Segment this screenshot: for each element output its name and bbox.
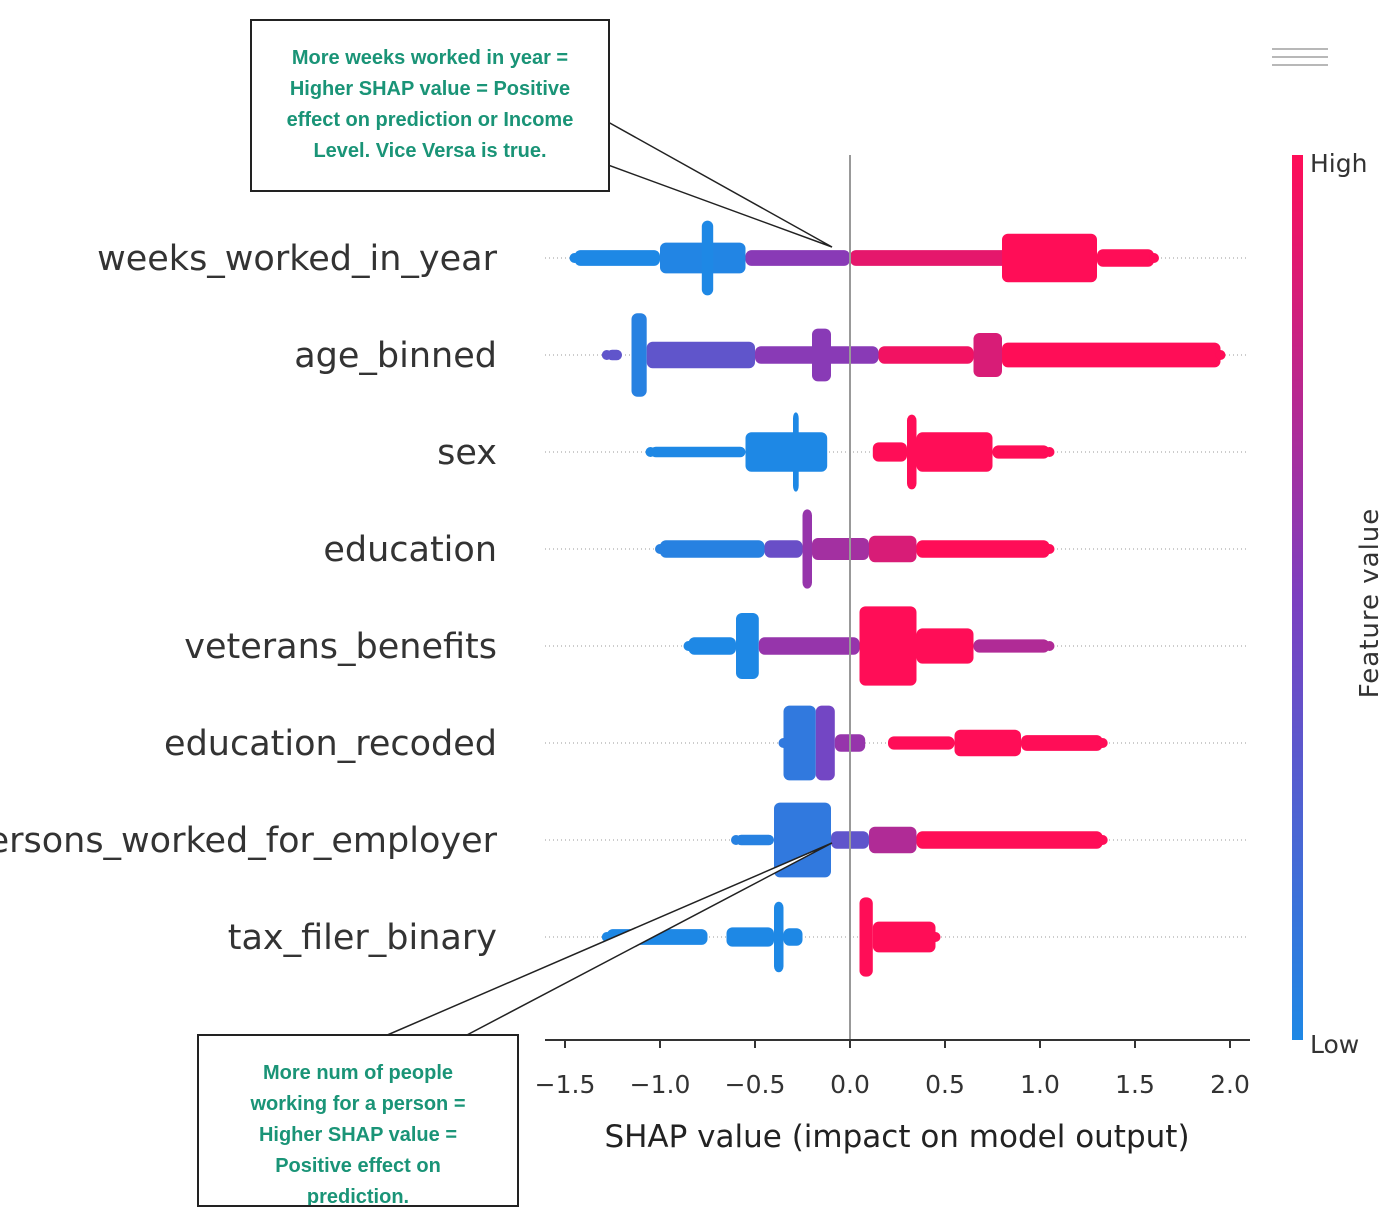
feature-label: weeks_worked_in_year (97, 239, 497, 279)
x-tick-label: 1.5 (1115, 1070, 1155, 1099)
colorbar-title: Feature value (1355, 508, 1385, 699)
x-tick-label: 0.0 (830, 1070, 870, 1099)
colorbar (1292, 155, 1303, 1040)
shap-point-cluster (1097, 249, 1154, 267)
x-tick-label: −0.5 (725, 1070, 786, 1099)
shap-point-cluster (793, 412, 799, 492)
shap-point-cluster (745, 432, 828, 472)
shap-point-cluster (954, 729, 1021, 757)
menu-icon[interactable] (1272, 48, 1328, 68)
shap-point (1097, 738, 1108, 748)
feature-row-education_recoded: education_recoded (164, 705, 1248, 781)
shap-point-cluster (701, 220, 714, 296)
shap-point-cluster (869, 535, 917, 563)
shap-point (569, 253, 580, 263)
feature-label: veterans_benefits (184, 627, 497, 667)
shap-point (731, 835, 741, 845)
shap-point-cluster (774, 901, 784, 973)
shap-point-cluster (764, 540, 803, 558)
shap-point-cluster (745, 250, 850, 266)
annotation-top: More weeks worked in year = Higher SHAP … (250, 19, 610, 192)
x-axis-title: SHAP value (impact on model output) (604, 1119, 1189, 1155)
shap-point (1215, 350, 1226, 360)
shap-point-cluster (992, 445, 1050, 459)
shap-point (1149, 253, 1159, 263)
shap-point-cluster (869, 826, 917, 854)
shap-point-cluster (1002, 342, 1221, 368)
feature-row-education: education (323, 509, 1248, 589)
shap-point (1044, 544, 1055, 554)
feature-label: tax_filer_binary (228, 918, 497, 958)
x-tick-label: 0.5 (925, 1070, 965, 1099)
shap-point-cluster (660, 540, 765, 558)
shap-point-cluster (878, 346, 974, 364)
shap-point-cluster (888, 736, 955, 750)
shap-point (645, 447, 656, 457)
shap-point-cluster (916, 831, 1103, 849)
shap-point-cluster (726, 927, 774, 947)
shap-point-cluster (646, 341, 755, 369)
shap-point-cluster (907, 414, 917, 490)
shap-point-cluster (916, 540, 1050, 558)
feature-row-tax_filer_binary: tax_filer_binary (228, 897, 1248, 977)
shap-point (1044, 447, 1055, 457)
shap-point-cluster (1002, 233, 1097, 283)
colorbar-low-label: Low (1310, 1030, 1359, 1059)
shap-point-cluster (783, 705, 816, 781)
shap-point (930, 932, 941, 942)
feature-row-veterans_benefits: veterans_benefits (184, 606, 1248, 686)
shap-point-cluster (758, 637, 860, 655)
callout-top-pointer (607, 120, 833, 248)
shap-point-cluster (916, 628, 974, 664)
feature-label: education_recoded (164, 724, 497, 764)
feature-label: num_persons_worked_for_employer (0, 821, 498, 861)
feature-row-weeks_worked_in_year: weeks_worked_in_year (97, 220, 1248, 296)
shap-point-cluster (916, 432, 993, 472)
shap-point-cluster (859, 897, 873, 977)
feature-row-age_binned: age_binned (294, 313, 1248, 397)
shap-point-cluster (973, 333, 1002, 377)
shap-point-cluster (802, 509, 812, 589)
shap-point (655, 544, 665, 554)
shap-point (1097, 835, 1108, 845)
shap-point (683, 641, 694, 651)
shap-point-cluster (783, 928, 803, 946)
feature-row-num_persons_worked_for_employer: num_persons_worked_for_employer (0, 802, 1248, 878)
shap-point-cluster (815, 705, 835, 781)
feature-row-sex: sex (437, 412, 1248, 492)
x-tick-label: −1.5 (535, 1070, 596, 1099)
shap-point-cluster (859, 606, 917, 686)
shap-point-cluster (631, 313, 647, 397)
x-tick-label: −1.0 (630, 1070, 691, 1099)
annotation-bottom: More num of people working for a person … (197, 1034, 519, 1207)
shap-point-cluster (774, 802, 831, 878)
shap-point-cluster (574, 250, 660, 266)
shap-point-cluster (812, 538, 869, 560)
feature-label: age_binned (294, 336, 497, 376)
shap-point (601, 350, 612, 360)
x-tick-label: 2.0 (1210, 1070, 1250, 1099)
colorbar-high-label: High (1310, 149, 1367, 178)
shap-point-cluster (872, 442, 907, 462)
shap-point-cluster (872, 921, 936, 953)
shap-point-cluster (812, 328, 831, 382)
x-tick-label: 1.0 (1020, 1070, 1060, 1099)
shap-point-cluster (736, 613, 759, 679)
feature-label: education (323, 530, 497, 570)
shap-point-cluster (736, 834, 774, 846)
shap-point-cluster (650, 446, 746, 458)
feature-label: sex (437, 433, 497, 473)
shap-point-cluster (688, 637, 736, 655)
shap-point-cluster (1021, 735, 1103, 751)
shap-point-cluster (973, 639, 1050, 653)
shap-point (1044, 641, 1055, 651)
shap-point (778, 738, 789, 748)
shap-point-cluster (850, 250, 1021, 266)
